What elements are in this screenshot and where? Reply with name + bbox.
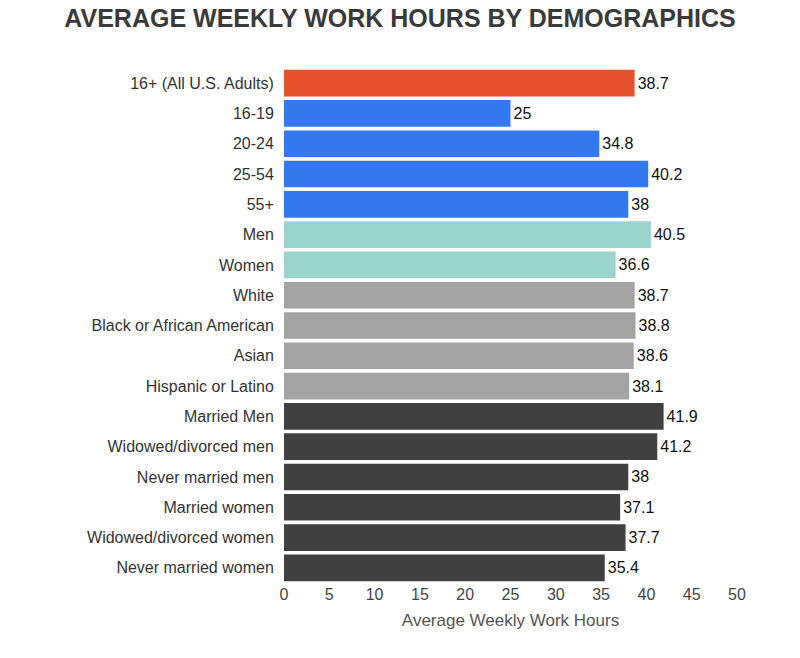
svg-text:38: 38: [631, 196, 649, 213]
svg-text:34.8: 34.8: [602, 135, 633, 152]
svg-text:40.5: 40.5: [654, 226, 685, 243]
svg-text:16-19: 16-19: [233, 105, 274, 122]
svg-text:50: 50: [728, 586, 746, 603]
svg-text:10: 10: [366, 586, 384, 603]
svg-text:25-54: 25-54: [233, 166, 274, 183]
svg-text:Men: Men: [243, 226, 274, 243]
svg-text:Married women: Married women: [164, 499, 274, 516]
svg-text:41.2: 41.2: [660, 438, 691, 455]
svg-text:40: 40: [638, 586, 656, 603]
svg-text:38: 38: [631, 468, 649, 485]
svg-text:Widowed/divorced men: Widowed/divorced men: [108, 438, 274, 455]
svg-text:16+ (All U.S. Adults): 16+ (All U.S. Adults): [130, 75, 274, 92]
svg-text:Hispanic or Latino: Hispanic or Latino: [146, 378, 274, 395]
svg-text:25: 25: [502, 586, 520, 603]
svg-text:37.7: 37.7: [629, 529, 660, 546]
svg-text:20-24: 20-24: [233, 135, 274, 152]
svg-text:White: White: [233, 287, 274, 304]
svg-text:5: 5: [325, 586, 334, 603]
svg-text:Average Weekly Work Hours: Average Weekly Work Hours: [402, 611, 619, 630]
svg-text:35.4: 35.4: [608, 559, 639, 576]
svg-text:38.6: 38.6: [637, 347, 668, 364]
svg-text:Black or African American: Black or African American: [92, 317, 274, 334]
svg-text:41.9: 41.9: [667, 408, 698, 425]
svg-text:38.8: 38.8: [639, 317, 670, 334]
svg-text:38.1: 38.1: [632, 378, 663, 395]
svg-text:0: 0: [280, 586, 289, 603]
svg-text:36.6: 36.6: [619, 256, 650, 273]
svg-text:Married Men: Married Men: [184, 408, 274, 425]
svg-text:Never married men: Never married men: [137, 469, 274, 486]
svg-text:38.7: 38.7: [638, 75, 669, 92]
svg-text:Women: Women: [219, 257, 274, 274]
svg-text:Widowed/divorced women: Widowed/divorced women: [87, 529, 274, 546]
svg-text:25: 25: [514, 105, 532, 122]
svg-text:38.7: 38.7: [638, 287, 669, 304]
svg-text:37.1: 37.1: [623, 499, 654, 516]
svg-text:AVERAGE WEEKLY WORK HOURS BY D: AVERAGE WEEKLY WORK HOURS BY DEMOGRAPHIC…: [64, 4, 735, 32]
svg-text:55+: 55+: [247, 196, 274, 213]
svg-text:30: 30: [547, 586, 565, 603]
svg-text:35: 35: [592, 586, 610, 603]
svg-text:15: 15: [411, 586, 429, 603]
svg-text:Never married women: Never married women: [116, 559, 273, 576]
svg-text:45: 45: [683, 586, 701, 603]
svg-text:Asian: Asian: [234, 347, 274, 364]
svg-text:20: 20: [456, 586, 474, 603]
svg-text:40.2: 40.2: [651, 166, 682, 183]
